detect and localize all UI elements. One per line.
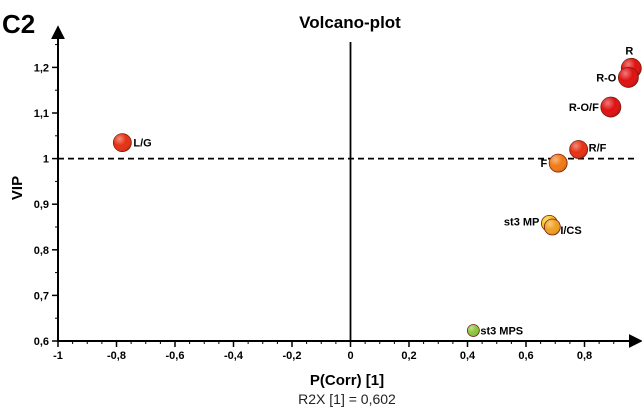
- point-shine-r-f: [570, 140, 588, 158]
- x-tick-label: 0: [347, 350, 353, 362]
- x-tick-label: -0,6: [166, 350, 185, 362]
- x-tick-label: -0,2: [283, 350, 302, 362]
- panel-label: C2: [2, 9, 35, 39]
- x-axis-title: P(Corr) [1]: [310, 372, 384, 389]
- point-shine-l-g: [113, 134, 131, 152]
- x-tick-label: 0,8: [577, 350, 592, 362]
- point-shine-r-o-f: [601, 97, 621, 117]
- point-label-f: F: [540, 158, 547, 170]
- x-tick-label: -1: [53, 350, 63, 362]
- point-label-l-g: L/G: [133, 138, 151, 150]
- y-tick-label: 0,7: [34, 290, 49, 302]
- x-tick-label: -0,8: [107, 350, 126, 362]
- x-tick-label: 0,4: [460, 350, 476, 362]
- x-tick-label: 0,2: [401, 350, 416, 362]
- chart-title: Volcano-plot: [299, 13, 401, 32]
- point-shine-r-o: [618, 67, 638, 87]
- point-label-r-o: R-O: [596, 72, 617, 84]
- point-label-r-f: R/F: [589, 142, 607, 154]
- axis-ticks: -1 -0,8 -0,6 -0,4 -0,2 0 0,2 0,4 0,6 0,8 0,6 0,7 0,8…: [34, 45, 614, 362]
- point-label-st3-mps: st3 MPS: [480, 326, 523, 338]
- point-shine-i-cs: [544, 219, 560, 235]
- y-tick-label: 0,8: [34, 245, 49, 257]
- point-label-st3-mp: st3 MP: [504, 216, 539, 228]
- point-label-i-cs: I/CS: [560, 225, 581, 237]
- axes: [58, 28, 640, 341]
- point-shine-f: [549, 154, 567, 172]
- y-tick-label: 1,1: [34, 108, 49, 120]
- point-label-r-o-f: R-O/F: [569, 102, 599, 114]
- point-label-r: R: [625, 45, 633, 57]
- r2x-subtitle: R2X [1] = 0,602: [298, 391, 396, 407]
- y-tick-label: 0,6: [34, 336, 49, 348]
- y-tick-label: 1: [43, 154, 49, 166]
- y-tick-label: 0,9: [34, 199, 49, 211]
- y-tick-label: 1,2: [34, 62, 49, 74]
- x-tick-label: 0,6: [518, 350, 533, 362]
- y-axis-title: VIP: [9, 176, 26, 200]
- point-shine-st3-mps: [467, 325, 479, 337]
- x-tick-label: -0,4: [224, 350, 244, 362]
